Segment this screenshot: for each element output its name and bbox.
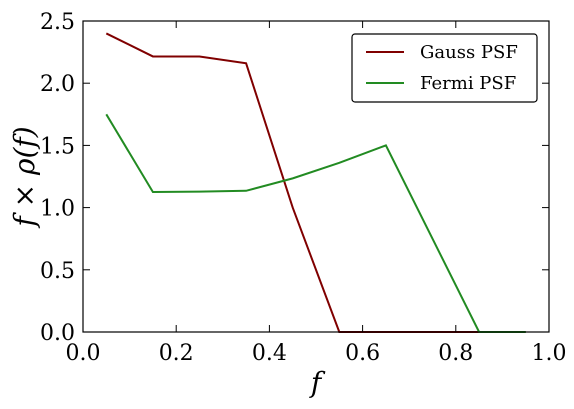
- legend-label: Gauss PSF: [420, 42, 518, 63]
- legend-item-gauss-psf: Gauss PSF: [366, 42, 518, 63]
- y-tick-label: 0.0: [40, 321, 75, 346]
- legend: Gauss PSF Fermi PSF: [351, 33, 538, 103]
- x-tick-label: 0.0: [66, 341, 101, 366]
- y-tick-label: 1.5: [40, 134, 75, 159]
- y-tick-label: 0.5: [40, 259, 75, 284]
- y-tick-label: 2.5: [40, 10, 75, 35]
- x-tick-label: 0.4: [252, 341, 287, 366]
- legend-items: Gauss PSF Fermi PSF: [366, 42, 518, 94]
- y-tick-label: 1.0: [40, 197, 75, 222]
- ticks-layer: 0.0 0.2 0.4 0.6 0.8 1.0 0.0 0.5 1.0 1.5 2.0 2.5: [40, 10, 567, 366]
- x-tick-label: 1.0: [532, 341, 567, 366]
- y-tick-label: 2.0: [40, 72, 75, 97]
- x-axis-label: f: [309, 366, 326, 399]
- y-axis-label: f × ρ(f): [8, 126, 41, 228]
- x-tick-label: 0.6: [345, 341, 380, 366]
- plot-frame: [82, 20, 550, 333]
- legend-label: Fermi PSF: [420, 73, 516, 94]
- x-tick-label: 0.2: [159, 341, 194, 366]
- x-tick-label: 0.8: [438, 341, 473, 366]
- series-line-fermi-psf: [105, 113, 526, 333]
- legend-item-fermi-psf: Fermi PSF: [366, 73, 516, 94]
